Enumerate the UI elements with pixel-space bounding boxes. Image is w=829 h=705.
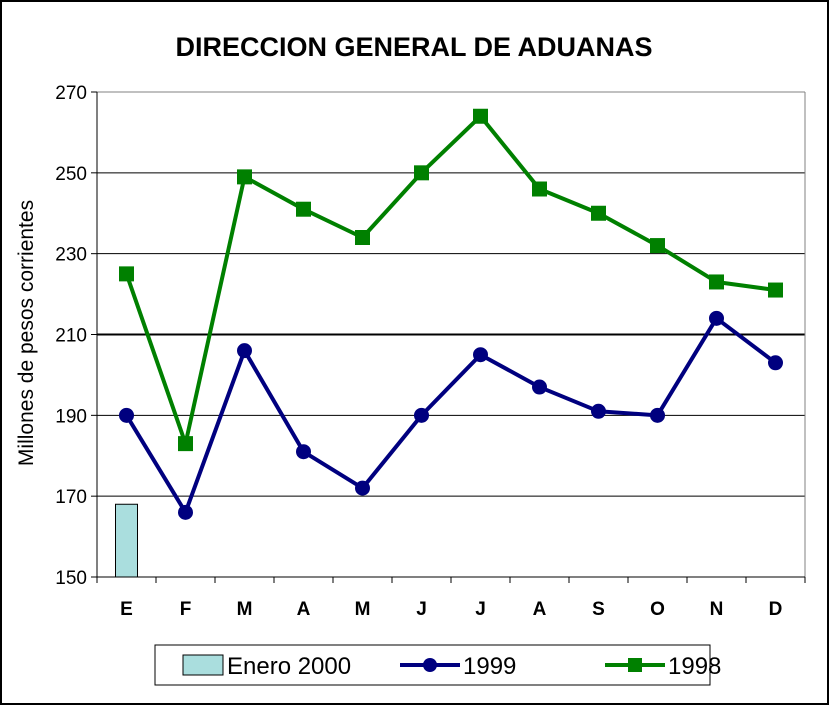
x-tick-label: M [237, 599, 253, 620]
point-marker [709, 274, 724, 290]
point-marker [296, 444, 311, 460]
y-tick-label: 190 [55, 406, 87, 427]
point-marker [473, 108, 488, 124]
y-tick-label: 150 [55, 568, 87, 589]
legend-marker [423, 658, 437, 672]
point-marker [591, 205, 606, 221]
y-tick-label: 170 [55, 487, 87, 508]
legend-swatch [182, 654, 224, 676]
x-tick-label: S [592, 599, 605, 620]
line-series [124, 114, 777, 515]
y-tick-label: 210 [55, 326, 87, 347]
legend-label: 1998 [668, 653, 721, 680]
point-marker [650, 238, 665, 254]
legend-label: Enero 2000 [227, 653, 351, 680]
point-marker [355, 230, 370, 245]
x-tick-label: J [475, 599, 486, 620]
x-tick-label: E [120, 599, 133, 620]
bar [115, 503, 138, 578]
point-marker [414, 407, 429, 423]
point-marker [355, 480, 370, 496]
point-marker [650, 407, 665, 423]
legend: Enero 2000 1999 1998 [154, 644, 721, 686]
marker-layer [119, 108, 783, 520]
point-marker [473, 347, 488, 363]
y-tick-label: 270 [55, 83, 87, 104]
point-marker [178, 436, 193, 452]
bar-series [115, 503, 138, 578]
x-tick-label: J [416, 599, 427, 620]
chart-title: DIRECCION GENERAL DE ADUANAS [175, 32, 652, 62]
x-tick-label: M [355, 599, 371, 620]
y-tick-label: 230 [55, 245, 87, 266]
y-tick-label: 250 [55, 164, 87, 185]
point-marker [591, 403, 606, 419]
series-line [124, 316, 777, 515]
point-marker [532, 379, 547, 395]
point-marker [296, 201, 311, 217]
legend-label: 1999 [463, 653, 516, 680]
point-marker [178, 504, 193, 520]
x-tick-label: F [180, 599, 192, 620]
point-marker [119, 266, 134, 282]
x-tick-label: D [769, 599, 783, 620]
x-tick-label: A [533, 599, 547, 620]
point-marker [237, 169, 252, 185]
x-tick-label: N [710, 599, 724, 620]
point-marker [414, 165, 429, 181]
point-marker [237, 343, 252, 359]
x-tick-label: O [650, 599, 665, 620]
y-axis-ticks: 150 170 190 210 230 250 270 [55, 83, 97, 589]
point-marker [768, 282, 783, 298]
x-tick-label: A [297, 599, 311, 620]
point-marker [709, 310, 724, 326]
point-marker [532, 181, 547, 197]
y-axis-label: Millones de pesos corrientes [15, 200, 38, 466]
legend-marker [628, 658, 642, 672]
point-marker [119, 407, 134, 423]
series-line [124, 114, 776, 446]
point-marker [768, 355, 783, 371]
